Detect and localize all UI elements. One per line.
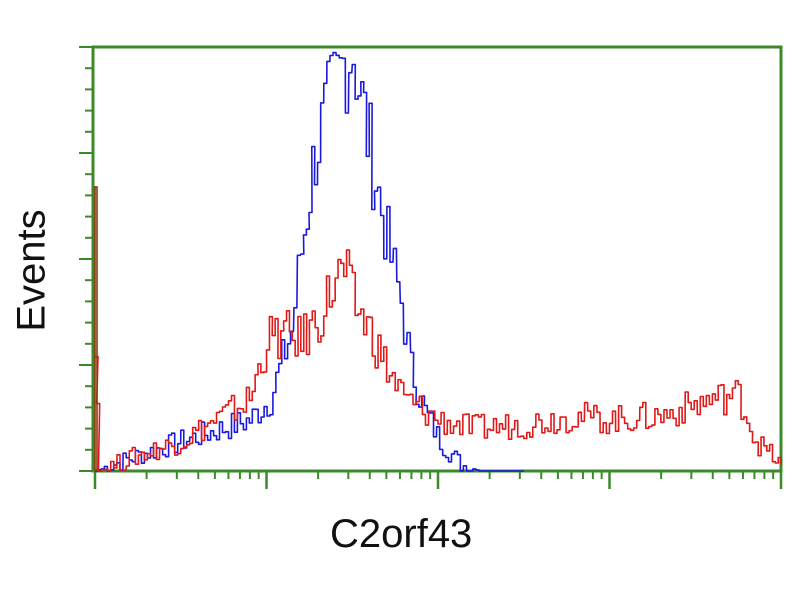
series-line-0: [95, 51, 524, 472]
x-axis-label: C2orf43: [330, 512, 473, 556]
plot-frame: [91, 45, 783, 473]
y-axis-label: Events: [9, 209, 54, 332]
series-line-1: [95, 249, 782, 472]
series-line-2: [94, 186, 98, 471]
